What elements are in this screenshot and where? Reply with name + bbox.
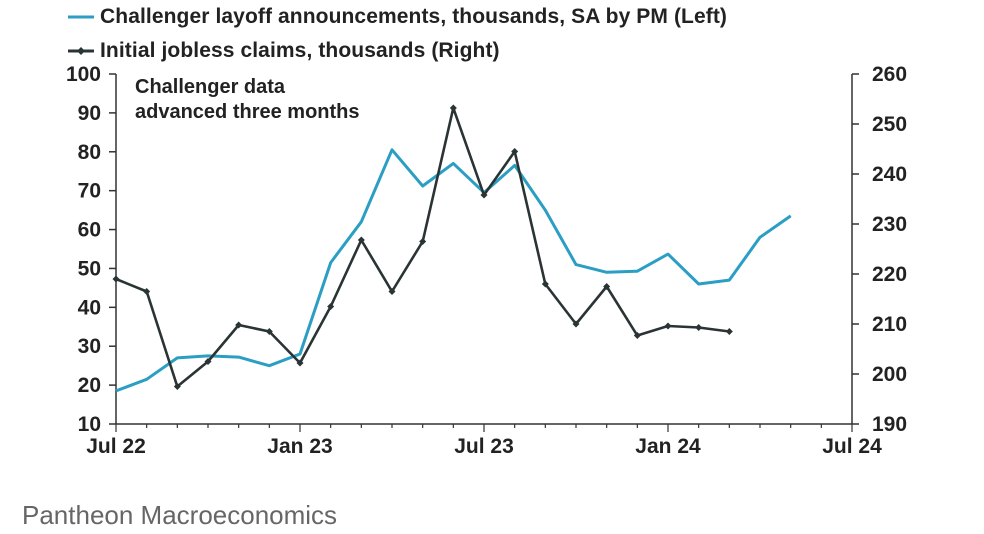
left-axis-tick-label: 20 <box>78 374 101 397</box>
right-axis-tick-label: 220 <box>872 263 907 286</box>
x-axis-tick-label: Jul 23 <box>454 435 514 458</box>
x-axis-tick-label: Jan 23 <box>267 435 332 458</box>
claims-data-point <box>357 236 365 244</box>
claims-data-point <box>327 303 335 310</box>
left-axis-tick-label: 80 <box>78 141 101 164</box>
claims-data-point <box>480 191 488 199</box>
left-axis-tick-label: 90 <box>78 102 101 125</box>
claims-data-point <box>419 238 427 245</box>
right-axis-tick-label: 260 <box>872 63 907 86</box>
x-axis-tick-label: Jul 22 <box>86 435 146 458</box>
x-axis-tick-label: Jan 24 <box>635 435 701 458</box>
right-axis-tick-label: 240 <box>872 163 907 186</box>
right-axis-tick-label: 230 <box>872 213 907 236</box>
claims-series-line <box>115 106 730 388</box>
claims-data-point <box>143 288 151 295</box>
left-axis-tick-label: 60 <box>78 219 101 242</box>
claims-data-point <box>204 358 212 365</box>
source-credit: Pantheon Macroeconomics <box>22 500 338 530</box>
claims-data-point <box>173 383 181 390</box>
legend-item-claims: Initial jobless claims, thousands (Right… <box>68 34 727 68</box>
right-axis-tick-label: 200 <box>872 363 907 386</box>
claims-data-point <box>725 328 733 335</box>
claims-data-point <box>388 288 396 295</box>
claims-data-point <box>541 280 549 288</box>
claims-data-point <box>112 275 120 283</box>
claims-data-point <box>265 328 273 335</box>
dual-axis-line-chart: 10 20 30 40 50 60 70 80 90 100 190 200 210 220 230 240 2… <box>66 63 907 458</box>
claims-data-point <box>603 283 611 290</box>
legend-swatch-challenger <box>68 15 94 19</box>
claims-data-point <box>511 148 519 155</box>
left-axis-tick-label: 40 <box>78 296 101 319</box>
left-axis-tick-label: 30 <box>78 335 101 358</box>
left-axis-tick-label: 10 <box>78 413 101 436</box>
claims-data-point <box>572 320 580 328</box>
right-axis-tick-label: 210 <box>872 313 907 336</box>
right-axis-tick-label: 190 <box>872 413 907 436</box>
left-axis-tick-label: 100 <box>66 63 101 86</box>
chart-annotation-line: Challenger data <box>135 76 286 98</box>
claims-data-point <box>296 359 304 367</box>
legend-item-challenger: Challenger layoff announcements, thousan… <box>68 0 727 34</box>
challenger-series-line <box>115 148 792 393</box>
x-axis-tick-label: Jul 24 <box>822 435 882 458</box>
right-axis-tick-label: 250 <box>872 113 907 136</box>
left-axis-tick-label: 70 <box>78 180 101 203</box>
claims-data-point <box>235 321 243 329</box>
claims-data-point <box>449 104 457 112</box>
left-axis-tick-label: 50 <box>78 257 101 280</box>
claims-data-point <box>633 332 641 339</box>
chart-annotation-line: advanced three months <box>135 101 360 123</box>
legend-swatch-claims <box>68 47 94 55</box>
legend: Challenger layoff announcements, thousan… <box>68 0 727 68</box>
legend-label-claims: Initial jobless claims, thousands (Right… <box>100 39 500 62</box>
claims-data-point <box>664 322 672 330</box>
legend-label-challenger: Challenger layoff announcements, thousan… <box>100 5 728 28</box>
claims-data-point <box>695 324 703 331</box>
